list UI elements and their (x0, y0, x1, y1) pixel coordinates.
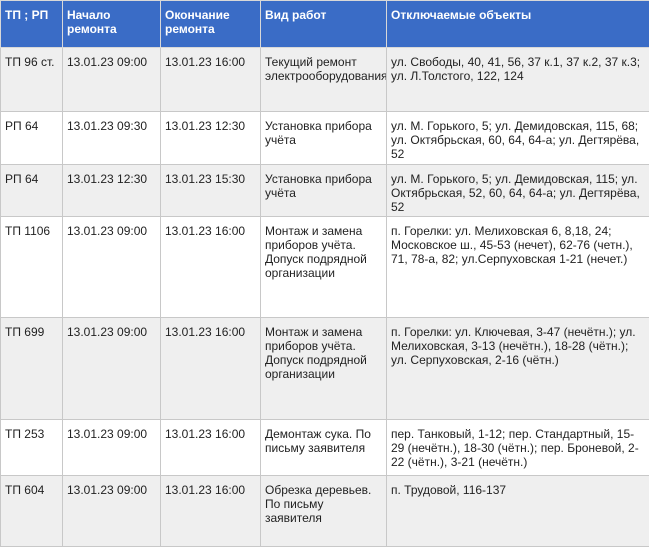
cell-objects: ул. Свободы, 40, 41, 56, 37 к.1, 37 к.2,… (386, 47, 649, 112)
cell-substation: РП 64 (0, 164, 63, 217)
cell-work-type: Установка прибора учёта (260, 111, 387, 165)
cell-objects: ул. М. Горького, 5; ул. Демидовская, 115… (386, 164, 649, 217)
table-row: ТП 604 13.01.23 09:00 13.01.23 16:00 Обрезк… (0, 475, 649, 547)
cell-start: 13.01.23 09:00 (62, 475, 161, 547)
cell-objects: пер. Танковый, 1-12; пер. Стандартный, 1… (386, 419, 649, 476)
cell-substation: ТП 604 (0, 475, 63, 547)
col-start: Начало ремонта (62, 0, 161, 48)
cell-substation: РП 64 (0, 111, 63, 165)
table-row: РП 64 13.01.23 09:30 13.01.23 12:30 Установ… (0, 111, 649, 165)
table-row: ТП 96 ст. 13.01.23 09:00 13.01.23 16:00 Тек… (0, 47, 649, 112)
cell-start: 13.01.23 09:00 (62, 216, 161, 318)
table-row: ТП 1106 13.01.23 09:00 13.01.23 16:00 Монта… (0, 216, 649, 318)
cell-start: 13.01.23 09:00 (62, 419, 161, 476)
cell-work-type: Демонтаж сука. По письму заявителя (260, 419, 387, 476)
cell-start: 13.01.23 09:00 (62, 317, 161, 420)
cell-objects: ул. М. Горького, 5; ул. Демидовская, 115… (386, 111, 649, 165)
table-header: ТП ; РП Начало ремонта Окончание ремонта… (0, 0, 649, 48)
cell-end: 13.01.23 12:30 (160, 111, 261, 165)
cell-substation: ТП 253 (0, 419, 63, 476)
col-work-type: Вид работ (260, 0, 387, 48)
cell-start: 13.01.23 09:00 (62, 47, 161, 112)
cell-substation: ТП 699 (0, 317, 63, 420)
cell-end: 13.01.23 16:00 (160, 47, 261, 112)
table-row: ТП 699 13.01.23 09:00 13.01.23 16:00 Монтаж… (0, 317, 649, 420)
cell-end: 13.01.23 16:00 (160, 419, 261, 476)
cell-start: 13.01.23 09:30 (62, 111, 161, 165)
cell-work-type: Установка прибора учёта (260, 164, 387, 217)
cell-objects: п. Горелки: ул. Ключевая, 3-47 (нечётн.)… (386, 317, 649, 420)
cell-end: 13.01.23 15:30 (160, 164, 261, 217)
cell-end: 13.01.23 16:00 (160, 317, 261, 420)
col-objects: Отключаемые объекты (386, 0, 649, 48)
cell-objects: п. Трудовой, 116-137 (386, 475, 649, 547)
cell-work-type: Монтаж и замена приборов учёта. Допуск п… (260, 317, 387, 420)
cell-substation: ТП 1106 (0, 216, 63, 318)
table-row: РП 64 13.01.23 12:30 13.01.23 15:30 Установ… (0, 164, 649, 217)
cell-end: 13.01.23 16:00 (160, 216, 261, 318)
cell-objects: п. Горелки: ул. Мелиховская 6, 8,18, 24;… (386, 216, 649, 318)
cell-work-type: Монтаж и замена приборов учёта. Допуск п… (260, 216, 387, 318)
col-end: Окончание ремонта (160, 0, 261, 48)
col-substation: ТП ; РП (0, 0, 63, 48)
cell-work-type: Текущий ремонт электрооборудования (260, 47, 387, 112)
table-row: ТП 253 13.01.23 09:00 13.01.23 16:00 Демонт… (0, 419, 649, 476)
cell-substation: ТП 96 ст. (0, 47, 63, 112)
cell-work-type: Обрезка деревьев. По письму заявителя (260, 475, 387, 547)
cell-end: 13.01.23 16:00 (160, 475, 261, 547)
cell-start: 13.01.23 12:30 (62, 164, 161, 217)
